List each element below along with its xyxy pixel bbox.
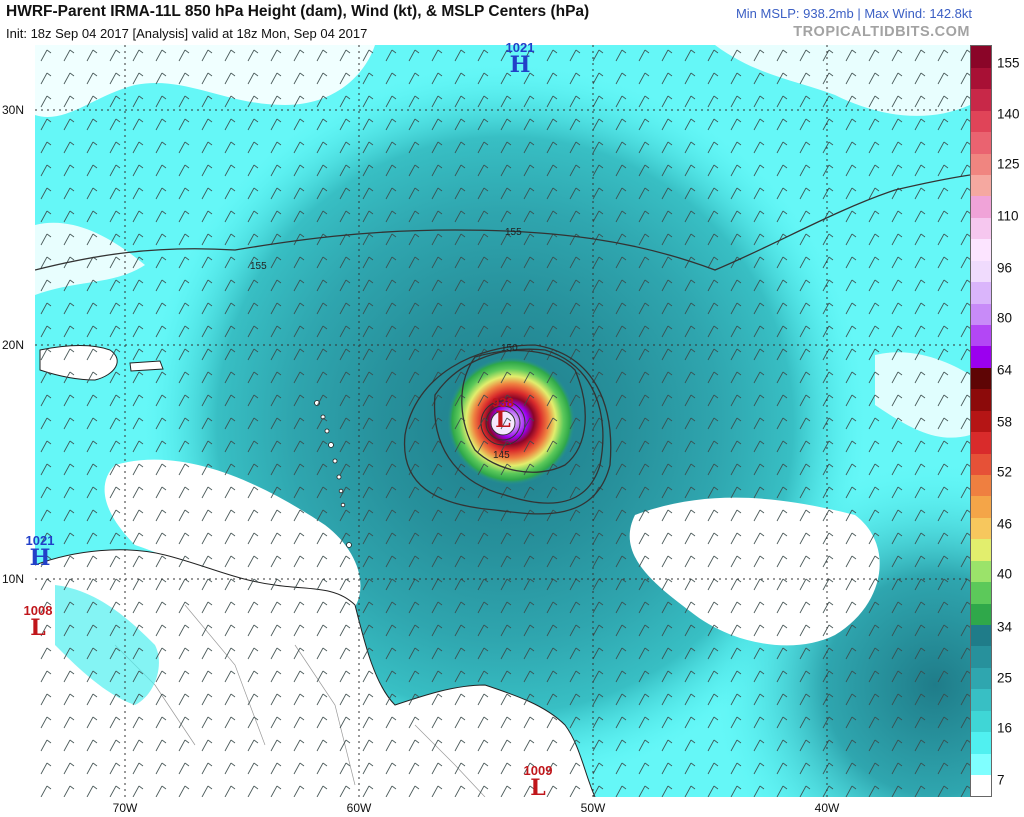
contour-label-150: 150: [501, 343, 518, 354]
low-center-south: 1009 L: [524, 764, 553, 799]
colorbar-segment: [971, 624, 991, 647]
low-center-irma: 938 L: [492, 396, 514, 431]
colorbar-segment: [971, 131, 991, 154]
colorbar-label-52: 52: [997, 464, 1013, 480]
high-center-north-pressure: 1021: [505, 40, 535, 55]
colorbar-segment: [971, 496, 991, 518]
colorbar-label-58: 58: [997, 414, 1013, 430]
site-watermark: TROPICALTIDBITS.COM: [793, 24, 970, 40]
low-center-west: 1008 L: [24, 604, 53, 639]
colorbar-segment: [971, 367, 991, 390]
init-line: Init: 18z Sep 04 2017 [Analysis] valid a…: [6, 26, 368, 41]
colorbar-segment: [971, 560, 991, 583]
map-canvas: [35, 45, 970, 797]
colorbar-segment: [971, 667, 991, 690]
chart-title: HWRF-Parent IRMA-11L 850 hPa Height (dam…: [6, 3, 590, 20]
colorbar-segment: [971, 688, 991, 711]
contour-label-145: 145: [493, 450, 510, 461]
colorbar-segment: [971, 110, 991, 133]
colorbar-label-16: 16: [997, 720, 1013, 736]
low-center-west-pressure: 1008: [23, 603, 53, 618]
colorbar-segment: [971, 603, 991, 626]
colorbar-segment: [971, 88, 991, 111]
low-center-irma-pressure: 938: [492, 395, 514, 410]
low-center-irma-symbol: L: [495, 407, 511, 433]
colorbar-label-64: 64: [997, 362, 1013, 378]
colorbar-segment: [971, 153, 991, 176]
colorbar-segment: [971, 67, 991, 90]
colorbar-label-34: 34: [997, 619, 1013, 635]
colorbar-segment: [971, 646, 991, 668]
map-panel: 155 155 150 145: [35, 45, 970, 797]
colorbar-segment: [971, 453, 991, 476]
colorbar-segment: [971, 303, 991, 326]
colorbar-segment: [971, 538, 991, 561]
lat-label-10n: 10N: [2, 572, 25, 586]
colorbar-label-140: 140: [997, 106, 1020, 122]
colorbar-segment: [971, 174, 991, 197]
colorbar-segment: [971, 431, 991, 454]
colorbar-segment: [971, 46, 991, 68]
colorbar-label-46: 46: [997, 516, 1013, 532]
colorbar-segment: [971, 410, 991, 433]
low-center-south-symbol: L: [530, 775, 546, 801]
high-center-west: 1021 H: [26, 534, 55, 569]
colorbar-label-80: 80: [997, 310, 1013, 326]
colorbar-segment: [971, 474, 991, 497]
high-center-north: 1021 H: [506, 41, 535, 76]
colorbar-segment: [971, 346, 991, 368]
colorbar-segment: [971, 260, 991, 283]
colorbar-segment: [971, 581, 991, 604]
colorbar-segment: [971, 753, 991, 776]
lon-label-50w: 50W: [580, 801, 606, 815]
colorbar-label-110: 110: [997, 208, 1019, 224]
colorbar-segment: [971, 238, 991, 261]
low-center-west-symbol: L: [30, 615, 46, 641]
colorbar-label-7: 7: [997, 772, 1005, 788]
high-center-north-symbol: H: [509, 52, 531, 78]
contour-label-155-east: 155: [505, 227, 522, 238]
colorbar-label-155: 155: [997, 55, 1020, 71]
high-center-west-symbol: H: [29, 545, 51, 571]
lon-label-40w: 40W: [814, 801, 840, 815]
colorbar-segment: [971, 324, 991, 347]
lon-label-60w: 60W: [346, 801, 372, 815]
contour-label-155-west: 155: [250, 261, 267, 272]
stats-line: Min MSLP: 938.2mb | Max Wind: 142.8kt: [735, 6, 972, 21]
low-center-south-pressure: 1009: [523, 763, 553, 778]
colorbar-segment: [971, 731, 991, 754]
colorbar-segment: [971, 281, 991, 304]
colorbar-segment: [971, 196, 991, 218]
colorbar-label-125: 125: [997, 156, 1020, 172]
colorbar-label-25: 25: [997, 670, 1013, 686]
lat-label-20n: 20N: [2, 338, 25, 352]
colorbar-segment: [971, 774, 991, 797]
colorbar-segment: [971, 217, 991, 240]
colorbar-label-96: 96: [997, 260, 1013, 276]
colorbar-segment: [971, 710, 991, 733]
high-center-west-pressure: 1021: [25, 533, 55, 548]
wind-colorbar: [970, 45, 992, 797]
colorbar-label-40: 40: [997, 566, 1013, 582]
lat-label-30n: 30N: [2, 103, 25, 117]
colorbar-segment: [971, 517, 991, 540]
colorbar-segment: [971, 388, 991, 411]
lon-label-70w: 70W: [112, 801, 138, 815]
